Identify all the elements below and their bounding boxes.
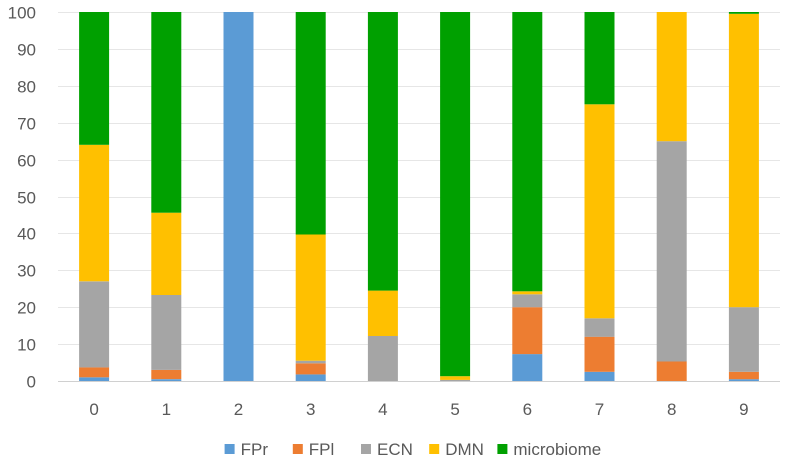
- x-tick-label-7: 7: [595, 400, 604, 419]
- bar-microbiome-3: [295, 12, 326, 235]
- bar-DMN-1: [151, 212, 182, 295]
- x-tick-label-4: 4: [378, 400, 387, 419]
- bars: [79, 12, 759, 381]
- x-tick-label-8: 8: [667, 400, 676, 419]
- legend-label-FPl: FPl: [309, 440, 335, 459]
- y-axis: 0 10 20 30 40 50 60 70 80 90 100: [8, 4, 36, 392]
- bar-microbiome-1: [151, 12, 182, 213]
- bar-FPl-3: [295, 363, 326, 375]
- bar-microbiome-7: [584, 12, 615, 105]
- legend-label-FPr: FPr: [241, 440, 269, 459]
- bar-ECN-1: [151, 295, 182, 370]
- bar-FPl-9: [728, 371, 759, 380]
- bar-FPr-3: [295, 374, 326, 381]
- bar-DMN-4: [367, 290, 398, 336]
- bar-FPr-7: [584, 371, 615, 381]
- bar-FPl-8: [656, 361, 687, 381]
- bar-FPr-9: [728, 379, 759, 381]
- bar-ECN-3: [295, 360, 326, 364]
- legend-label-ECN: ECN: [377, 440, 413, 459]
- bar-DMN-0: [79, 144, 110, 282]
- legend-swatch-FPr: [224, 444, 235, 454]
- bar-ECN-7: [584, 318, 615, 337]
- y-tick-label-70: 70: [17, 115, 36, 134]
- legend-swatch-ECN: [361, 444, 371, 454]
- bar-DMN-9: [728, 13, 759, 308]
- bar-ECN-5: [440, 379, 471, 381]
- y-tick-label-10: 10: [17, 336, 36, 355]
- legend-label-DMN: DMN: [445, 440, 484, 459]
- bar-FPl-0: [79, 367, 110, 378]
- y-tick-label-0: 0: [27, 373, 36, 392]
- x-tick-label-3: 3: [306, 400, 315, 419]
- y-tick-label-80: 80: [17, 78, 36, 97]
- bar-FPr-6: [512, 354, 543, 381]
- bar-microbiome-5: [440, 12, 471, 377]
- bar-FPr-1: [151, 379, 182, 381]
- y-tick-label-40: 40: [17, 225, 36, 244]
- legend-label-microbiome: microbiome: [513, 440, 601, 459]
- y-tick-label-100: 100: [8, 4, 36, 23]
- bar-ECN-4: [367, 336, 398, 381]
- legend-swatch-microbiome: [497, 444, 508, 454]
- y-tick-label-30: 30: [17, 262, 36, 281]
- bar-DMN-6: [512, 291, 543, 295]
- bar-FPl-1: [151, 369, 182, 380]
- bar-microbiome-4: [367, 12, 398, 291]
- x-axis: 0 1 2 3 4 5 6 7 8 9: [89, 400, 748, 419]
- y-tick-label-90: 90: [17, 41, 36, 60]
- x-tick-label-0: 0: [89, 400, 98, 419]
- bar-DMN-5: [440, 376, 471, 380]
- bar-microbiome-9: [728, 12, 759, 14]
- y-tick-label-50: 50: [17, 189, 36, 208]
- bar-DMN-8: [656, 12, 687, 142]
- bar-FPr-0: [79, 377, 110, 381]
- bar-DMN-7: [584, 104, 615, 319]
- bar-DMN-3: [295, 234, 326, 361]
- bar-microbiome-6: [512, 12, 543, 292]
- legend: FPr FPl ECN DMN microbiome: [224, 440, 601, 459]
- bar-microbiome-0: [79, 12, 110, 145]
- y-tick-label-60: 60: [17, 152, 36, 171]
- bar-FPl-6: [512, 307, 543, 355]
- bar-ECN-6: [512, 294, 543, 308]
- bar-FPl-7: [584, 336, 615, 372]
- bar-ECN-0: [79, 281, 110, 368]
- x-tick-label-1: 1: [162, 400, 171, 419]
- x-tick-label-2: 2: [234, 400, 243, 419]
- bar-ECN-9: [728, 307, 759, 372]
- y-tick-label-20: 20: [17, 299, 36, 318]
- x-tick-label-6: 6: [523, 400, 532, 419]
- x-tick-label-9: 9: [739, 400, 748, 419]
- x-tick-label-5: 5: [450, 400, 459, 419]
- bar-FPr-2: [223, 12, 254, 381]
- bar-ECN-8: [656, 141, 687, 362]
- legend-swatch-DMN: [429, 444, 440, 454]
- legend-swatch-FPl: [292, 444, 303, 454]
